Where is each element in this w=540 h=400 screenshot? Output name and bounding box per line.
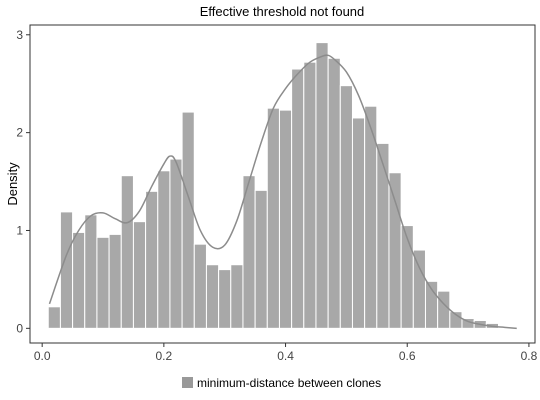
- histogram-bar: [278, 109, 293, 329]
- y-tick-label: 0: [16, 321, 23, 335]
- histogram-bar: [242, 175, 256, 329]
- histogram-bar: [327, 57, 341, 329]
- x-tick-label: 0.2: [156, 349, 173, 363]
- legend: minimum-distance between clones: [182, 376, 381, 390]
- histogram-bar: [351, 117, 366, 329]
- histogram-bar: [437, 290, 451, 329]
- y-tick-label: 2: [16, 126, 23, 140]
- histogram-bar: [84, 214, 98, 329]
- x-tick-label: 0.6: [399, 349, 416, 363]
- histogram-bar: [376, 142, 390, 329]
- x-tick-label: 0.4: [277, 349, 294, 363]
- histogram-bar: [120, 175, 134, 329]
- y-tick-label: 3: [16, 28, 23, 42]
- density-curve-layer: [48, 54, 517, 330]
- histogram-bar: [303, 61, 317, 329]
- chart-title: Effective threshold not found: [200, 4, 365, 19]
- histogram-bar: [412, 249, 426, 329]
- histogram-bars: [47, 42, 499, 329]
- histogram-bar: [72, 231, 86, 329]
- histogram-bar: [400, 225, 414, 329]
- histogram-bar: [169, 158, 183, 329]
- histogram-bar: [193, 243, 207, 329]
- x-tick-label: 0.0: [34, 349, 51, 363]
- histogram-bar: [266, 107, 280, 329]
- y-axis-title: Density: [5, 162, 20, 206]
- histogram-bar: [59, 211, 74, 329]
- histogram-bar: [339, 85, 353, 329]
- histogram-bar: [315, 42, 329, 329]
- histogram-bar: [218, 269, 232, 329]
- histogram-bar: [96, 236, 110, 329]
- histogram-bar: [254, 189, 268, 329]
- axes: 0.0 0.2 0.4 0.6 0.8 0 1 2 3: [16, 24, 538, 363]
- histogram-bar: [157, 170, 171, 329]
- plot-border: [29, 24, 536, 344]
- y-tick-label: 1: [16, 223, 23, 237]
- histogram-bar: [388, 172, 402, 329]
- histogram-bar: [145, 190, 159, 329]
- histogram-bar: [132, 221, 147, 329]
- histogram-bar: [205, 264, 220, 329]
- histogram-bar: [291, 68, 305, 329]
- density-curve: [48, 54, 517, 330]
- histogram-bar: [181, 111, 195, 329]
- histogram-bar: [47, 306, 61, 329]
- histogram-bar: [108, 233, 122, 329]
- legend-label: minimum-distance between clones: [197, 376, 381, 390]
- histogram-bar: [230, 264, 244, 329]
- legend-swatch: [182, 377, 193, 388]
- x-tick-label: 0.8: [521, 349, 538, 363]
